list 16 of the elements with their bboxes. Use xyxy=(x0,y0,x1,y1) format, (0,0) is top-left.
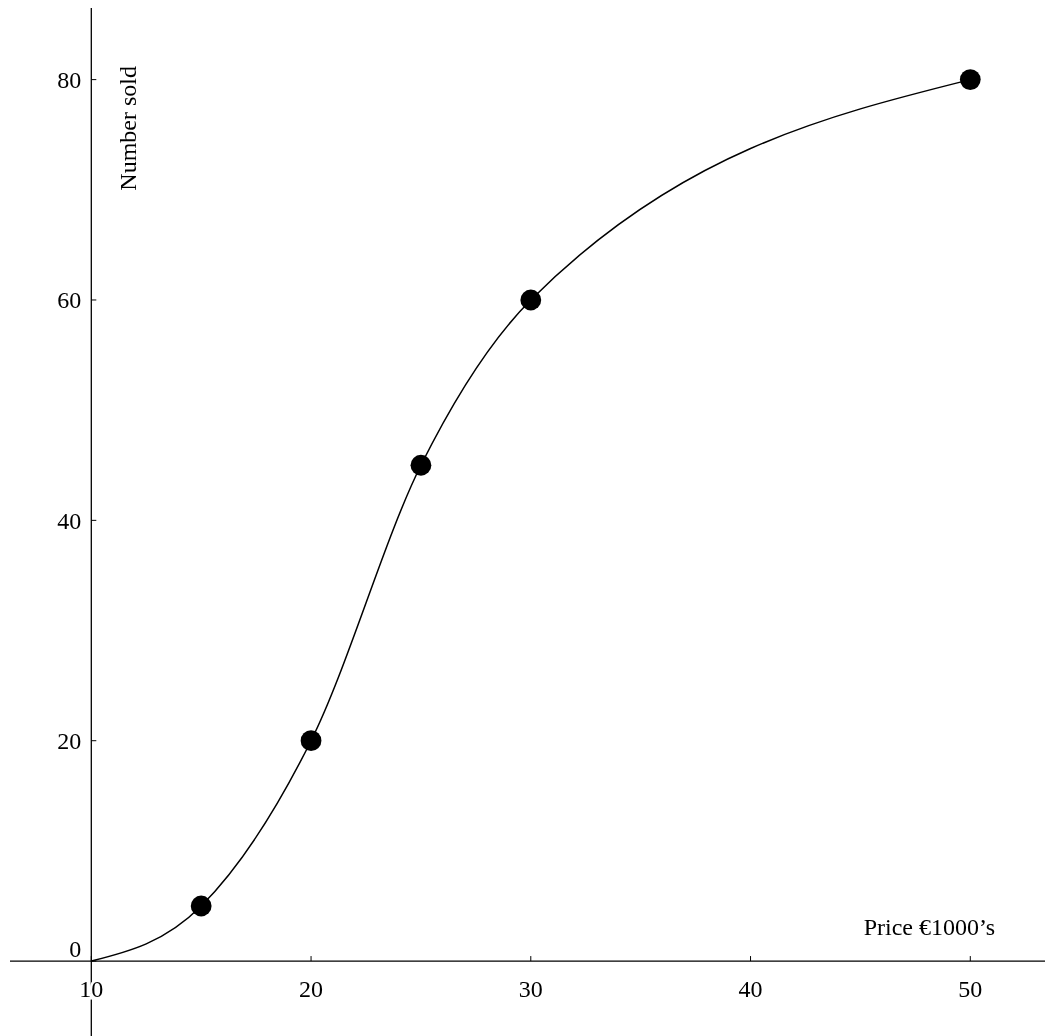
point xyxy=(190,895,212,917)
x-tick-label: 20 xyxy=(299,976,324,1003)
y-tick-label: 60 xyxy=(57,287,82,314)
y-tick-label: 0 xyxy=(69,936,82,963)
x-axis-title: Price €1000’s xyxy=(863,914,995,941)
y-axis-title: Number sold xyxy=(115,66,142,191)
x-tick-label: 40 xyxy=(738,976,763,1003)
y-tick-label: 40 xyxy=(57,507,82,534)
x-tick-label: 30 xyxy=(518,976,543,1003)
x-tick-label: 50 xyxy=(958,976,983,1003)
y-tick-label: 20 xyxy=(57,728,82,755)
point xyxy=(300,730,322,752)
point xyxy=(520,289,542,311)
point xyxy=(959,69,981,90)
y-tick-label: 80 xyxy=(57,67,82,94)
point xyxy=(410,454,432,476)
